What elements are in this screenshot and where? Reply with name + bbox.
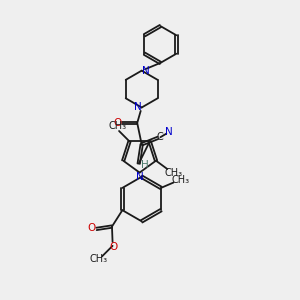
Text: N: N (165, 128, 172, 137)
Text: N: N (136, 172, 143, 182)
Text: O: O (113, 118, 121, 128)
Text: N: N (134, 103, 141, 112)
Text: O: O (109, 242, 117, 252)
Text: CH₃: CH₃ (89, 254, 108, 264)
Text: C: C (156, 132, 163, 142)
Text: CH₃: CH₃ (108, 121, 126, 131)
Text: CH₃: CH₃ (172, 175, 190, 185)
Text: N: N (142, 66, 150, 76)
Text: H: H (141, 160, 149, 170)
Text: CH₃: CH₃ (165, 168, 183, 178)
Text: O: O (87, 223, 95, 233)
